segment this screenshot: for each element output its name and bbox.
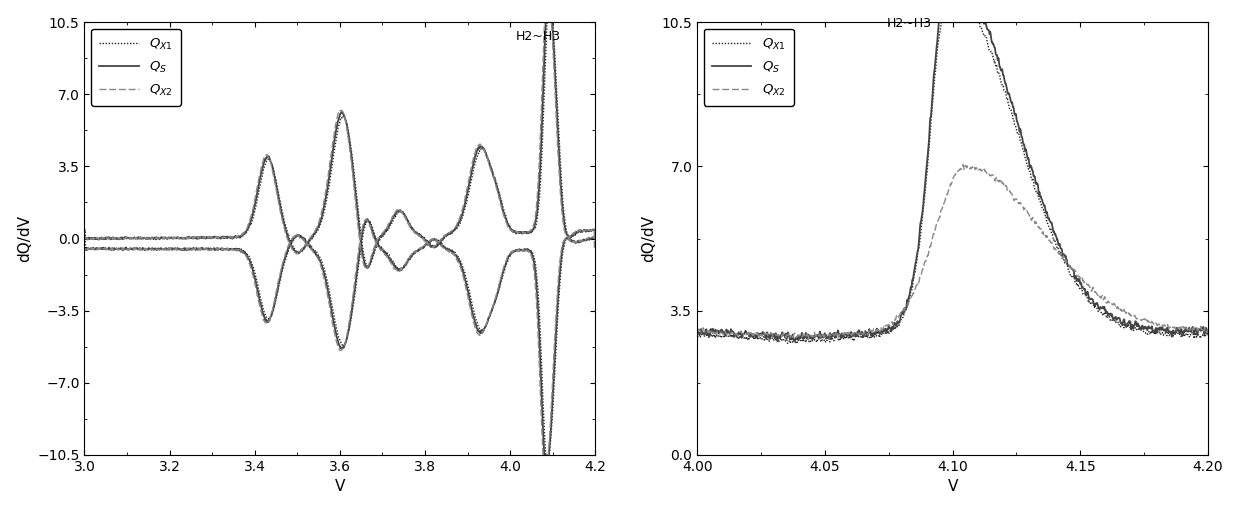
X-axis label: V: V <box>335 479 345 494</box>
Text: H2~H3: H2~H3 <box>516 30 560 43</box>
Legend: $Q_{X1}$, $Q_S$, $Q_{X2}$: $Q_{X1}$, $Q_S$, $Q_{X2}$ <box>91 29 181 106</box>
Text: H2~H3: H2~H3 <box>887 17 931 31</box>
Y-axis label: dQ/dV: dQ/dV <box>16 215 32 262</box>
Y-axis label: dQ/dV: dQ/dV <box>641 215 656 262</box>
Legend: $Q_{X1}$, $Q_S$, $Q_{X2}$: $Q_{X1}$, $Q_S$, $Q_{X2}$ <box>704 29 794 106</box>
X-axis label: V: V <box>947 479 957 494</box>
